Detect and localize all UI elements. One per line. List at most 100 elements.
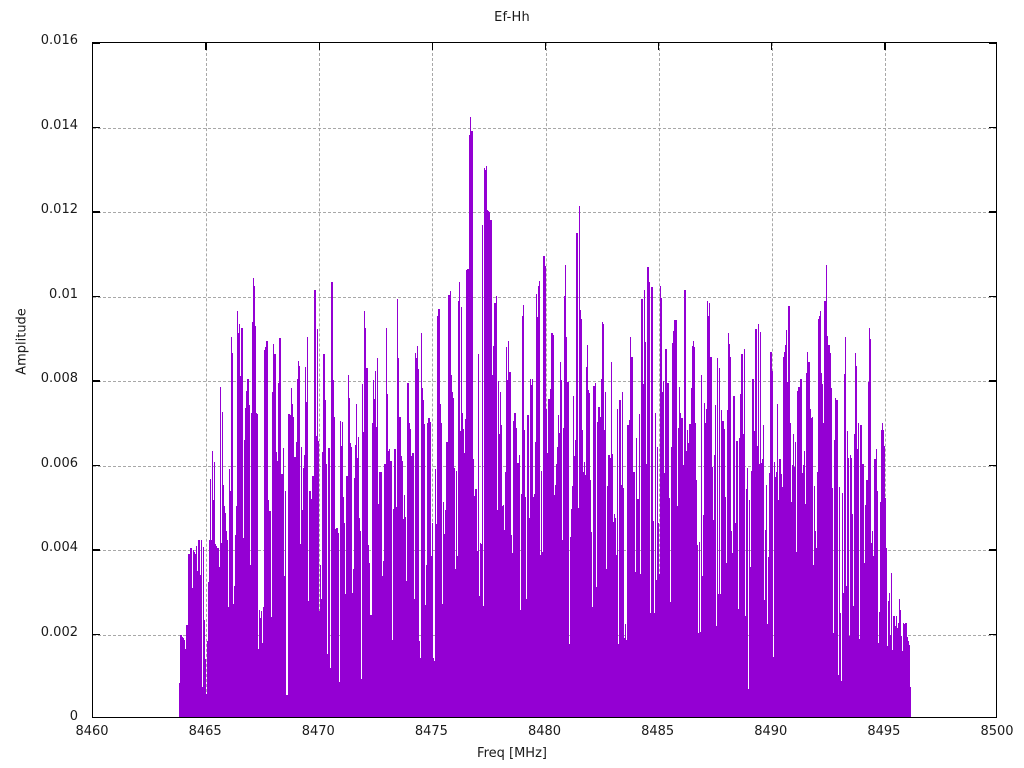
data-impulse [217,548,219,717]
data-impulse [507,340,510,717]
data-impulse [802,465,805,717]
data-impulse [835,397,837,717]
data-impulse [249,404,251,717]
data-impulse [885,548,887,717]
data-impulse [696,544,698,717]
data-impulse [184,649,187,717]
data-impulse [700,374,702,717]
data-impulse [755,329,757,717]
data-impulse [359,530,361,717]
data-impulse [509,460,512,717]
data-impulse [555,485,557,717]
data-impulse [331,281,333,717]
data-impulse [908,662,911,717]
data-impulse [231,352,233,717]
data-impulse [209,478,212,717]
data-impulse [479,542,482,717]
data-impulse [869,338,871,717]
data-impulse [272,391,274,717]
data-impulse [679,412,681,717]
data-impulse [577,544,579,717]
data-impulse [422,399,424,717]
y-tick-mark [989,211,996,213]
x-tick-label: 8485 [641,724,675,739]
data-impulse [595,586,598,717]
data-impulse [515,428,517,717]
data-impulse [518,455,521,717]
data-impulse [893,615,895,717]
data-impulse [352,622,354,717]
data-impulse [332,379,334,717]
data-impulse [423,476,426,717]
data-impulse [527,486,530,717]
x-tick-label: 8490 [754,724,788,739]
data-impulse [681,417,683,717]
x-axis-label: Freq [MHz] [477,746,547,761]
data-impulse [549,388,551,717]
data-impulse [722,421,724,717]
data-impulse [676,505,678,717]
data-impulse [564,295,566,717]
data-impulse [764,529,766,717]
data-impulse [787,315,789,717]
y-tick-mark [93,211,100,213]
data-impulse [888,592,891,717]
data-impulse [347,374,350,717]
data-impulse [394,448,396,717]
data-impulse [203,619,205,717]
data-impulse [248,437,250,717]
data-impulse [634,642,636,717]
data-impulse [281,473,283,717]
data-impulse [298,366,301,717]
data-impulse [469,135,471,717]
data-impulse [734,523,736,717]
data-impulse [631,356,633,717]
data-impulse [693,347,696,717]
data-impulse [464,419,467,717]
data-impulse [475,512,478,717]
y-tick-mark [93,126,100,129]
data-impulse [822,539,825,717]
data-impulse [840,613,842,717]
data-impulse [545,265,547,717]
data-impulse [320,598,322,717]
data-impulse [828,345,830,717]
data-impulse [431,522,434,717]
data-impulse [793,433,795,717]
x-tick-mark [205,43,207,50]
data-impulse [493,345,495,717]
data-impulse [357,575,359,717]
data-impulse [735,509,737,717]
data-impulse [829,376,831,717]
data-impulse [315,435,317,717]
x-tick-label: 8460 [75,724,109,739]
y-tick-mark [93,43,100,44]
data-impulse [684,568,687,717]
data-impulse [655,580,658,717]
data-impulse [294,457,296,717]
data-impulse [392,509,394,717]
data-impulse [859,424,862,717]
y-tick-mark [93,633,100,636]
y-tick-label: 0.002 [40,624,78,640]
data-impulse [866,488,869,717]
data-impulse [559,362,561,717]
data-impulse [350,446,352,717]
data-impulse [233,586,236,717]
data-impulse [336,527,338,717]
data-impulse [668,498,670,717]
data-impulse [221,530,224,717]
data-impulse [277,383,279,717]
data-impulse [440,423,443,717]
data-impulse [821,537,823,717]
data-impulse [763,425,765,717]
data-impulse [765,484,768,717]
data-impulse [742,609,744,717]
data-impulse [494,302,496,717]
x-tick-mark [771,43,773,50]
data-impulse [267,500,269,717]
data-impulse [629,441,631,717]
data-impulse [716,357,719,717]
data-impulse [667,383,669,717]
